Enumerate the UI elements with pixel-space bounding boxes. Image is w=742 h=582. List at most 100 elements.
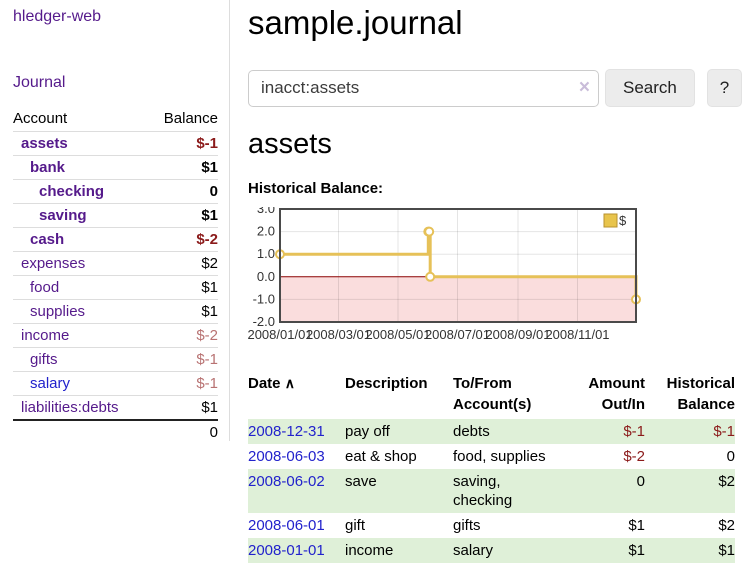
- page-title: sample.journal: [248, 4, 463, 41]
- transaction-balance: $-1: [645, 419, 735, 444]
- tofrom-header-line2: Account(s): [453, 396, 532, 413]
- transaction-balance: $2: [718, 517, 735, 534]
- accounts-header-account: Account: [13, 110, 68, 127]
- tofrom-header-line1: To/From: [453, 375, 512, 392]
- account-row: assets $-1: [13, 131, 218, 156]
- account-balance: $1: [148, 275, 218, 300]
- column-header-historical-balance: Historical Balance: [645, 371, 735, 419]
- account-link-gifts[interactable]: gifts: [30, 351, 58, 368]
- chart-heading: Historical Balance:: [248, 180, 384, 197]
- account-link-supplies[interactable]: supplies: [30, 303, 86, 320]
- svg-text:1.0: 1.0: [257, 246, 275, 261]
- transaction-amount: $1: [565, 538, 645, 563]
- account-link-cash[interactable]: cash: [30, 231, 65, 248]
- svg-text:-1.0: -1.0: [253, 291, 275, 306]
- accounts-total-value: 0: [148, 419, 218, 444]
- transaction-row: 2008-06-01 gift gifts $1 $2: [248, 513, 735, 538]
- transaction-description: gift: [345, 517, 366, 534]
- account-row: saving $1: [13, 203, 218, 228]
- main-content: sample.journal × Search ? assets Histori…: [247, 0, 742, 563]
- account-link-income[interactable]: income: [21, 327, 70, 344]
- column-header-description: Description: [345, 375, 428, 392]
- amount-header-line2: Out/In: [601, 396, 645, 413]
- transaction-row: 2008-06-03 eat & shop food, supplies $-2…: [248, 444, 735, 469]
- account-row: bank $1: [13, 155, 218, 180]
- account-link-assets[interactable]: assets: [21, 135, 68, 152]
- account-balance: $1: [148, 299, 218, 324]
- search-bar: × Search ?: [248, 69, 742, 107]
- transaction-balance: 0: [726, 448, 735, 465]
- svg-text:2008/11/01: 2008/11/01: [545, 327, 609, 342]
- transaction-description: save: [345, 469, 453, 513]
- transaction-accounts: salary: [453, 538, 565, 563]
- search-input[interactable]: [248, 69, 599, 107]
- transaction-amount: $1: [628, 517, 645, 534]
- account-row: food $1: [13, 275, 218, 300]
- transaction-date-link[interactable]: 2008-06-03: [248, 448, 325, 465]
- account-heading: assets: [248, 128, 332, 160]
- transactions-table: Date ∧ Description To/From Account(s) Am…: [248, 371, 735, 563]
- amount-header-line1: Amount: [588, 375, 645, 392]
- search-button[interactable]: Search: [604, 69, 695, 107]
- account-row: checking 0: [13, 179, 218, 204]
- transaction-date-link[interactable]: 2008-12-31: [248, 423, 325, 440]
- svg-text:-2.0: -2.0: [253, 314, 275, 329]
- account-link-expenses[interactable]: expenses: [21, 255, 86, 272]
- account-row: supplies $1: [13, 299, 218, 324]
- account-balance: 0: [148, 179, 218, 204]
- transaction-row: 2008-01-01 income salary $1 $1: [248, 538, 735, 563]
- svg-text:$: $: [619, 213, 627, 228]
- sidebar: hledger-web Journal Account Balance asse…: [0, 0, 230, 444]
- account-balance: $-1: [148, 347, 218, 372]
- account-balance: $-1: [148, 131, 218, 156]
- svg-text:2008/03/01: 2008/03/01: [306, 327, 371, 342]
- accounts-total-row: 0: [13, 419, 218, 444]
- help-button[interactable]: ?: [706, 69, 742, 107]
- transaction-description: income: [345, 538, 453, 563]
- svg-text:2008/09/01: 2008/09/01: [485, 327, 550, 342]
- transaction-balance: $2: [645, 469, 735, 513]
- account-balance: $1: [148, 203, 218, 228]
- sidebar-item-journal[interactable]: Journal: [13, 74, 66, 91]
- svg-text:2.0: 2.0: [257, 224, 275, 239]
- account-row: salary $-1: [13, 371, 218, 396]
- accounts-header-balance: Balance: [163, 110, 218, 127]
- account-link-checking[interactable]: checking: [39, 183, 105, 200]
- account-row: income $-2: [13, 323, 218, 348]
- account-balance: $-2: [148, 227, 218, 252]
- account-balance: $1: [148, 155, 218, 180]
- column-header-date[interactable]: Date ∧: [248, 371, 345, 419]
- hist-header-line1: Historical: [666, 375, 735, 392]
- transactions-header-row: Date ∧ Description To/From Account(s) Am…: [248, 371, 735, 419]
- svg-text:2008/07/01: 2008/07/01: [425, 327, 490, 342]
- transaction-date-link[interactable]: 2008-06-01: [248, 517, 325, 534]
- account-row: gifts $-1: [13, 347, 218, 372]
- historical-balance-chart: $3.0 2.0 1.0 0.0 -1.0 -2.0 2008/01/01 2008/03/0…: [247, 201, 742, 349]
- sort-asc-icon: ∧: [284, 375, 295, 391]
- transaction-amount: 0: [565, 469, 645, 513]
- svg-text:2008/01/01: 2008/01/01: [248, 327, 313, 342]
- account-link-bank[interactable]: bank: [30, 159, 66, 176]
- account-link-salary[interactable]: salary: [30, 375, 71, 392]
- hist-header-line2: Balance: [677, 396, 735, 413]
- transaction-description: eat & shop: [345, 448, 417, 465]
- account-link-liabilities-debts[interactable]: liabilities:debts: [21, 399, 119, 416]
- clear-search-icon[interactable]: ×: [578, 76, 590, 98]
- transaction-accounts: food, supplies: [453, 448, 546, 465]
- column-header-amount: Amount Out/In: [565, 371, 645, 419]
- transaction-amount: $-2: [623, 448, 645, 465]
- account-row: liabilities:debts $1: [13, 395, 218, 420]
- transaction-date-link[interactable]: 2008-06-02: [248, 473, 325, 490]
- column-header-tofrom: To/From Account(s): [453, 371, 565, 419]
- account-link-saving[interactable]: saving: [39, 207, 87, 224]
- transaction-date-link[interactable]: 2008-01-01: [248, 542, 325, 559]
- transaction-accounts: debts: [453, 419, 565, 444]
- svg-text:2008/05/01: 2008/05/01: [365, 327, 430, 342]
- account-balance: $2: [148, 251, 218, 276]
- account-link-food[interactable]: food: [30, 279, 60, 296]
- account-balance: $1: [148, 395, 218, 420]
- account-balance: $-2: [148, 323, 218, 348]
- svg-text:3.0: 3.0: [257, 207, 275, 216]
- date-header-label: Date: [248, 375, 281, 392]
- app-brand-link[interactable]: hledger-web: [13, 8, 102, 25]
